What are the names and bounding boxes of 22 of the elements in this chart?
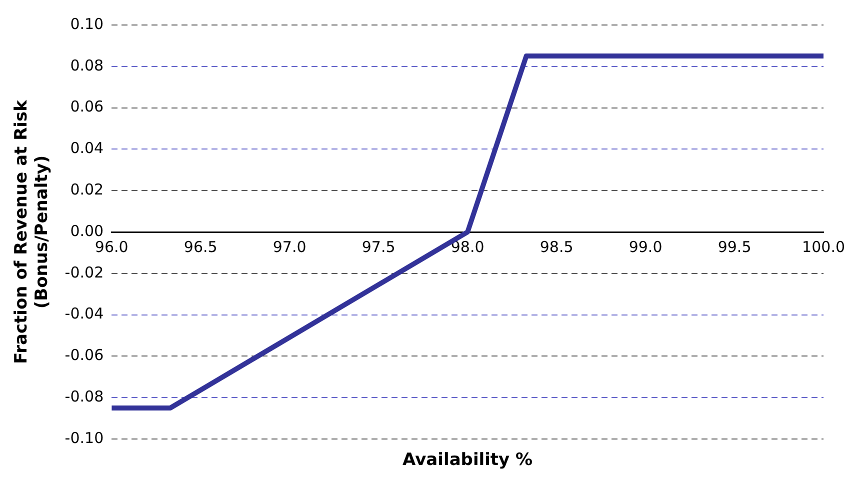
y-tick-label: -0.06 [64, 346, 104, 364]
y-tick-label: -0.08 [64, 387, 104, 406]
x-tick-label: 97.5 [362, 238, 396, 256]
y-tick-label: 0.06 [70, 98, 104, 116]
x-tick-label: 100.0 [802, 238, 846, 256]
y-tick-label: 0.08 [70, 56, 104, 74]
y-tick-label: 0.00 [70, 222, 104, 240]
x-tick-label: 99.5 [718, 238, 752, 256]
y-tick-label: -0.04 [64, 304, 104, 323]
y-axis-title: Fraction of Revenue at Risk (Bonus/Penalty) [12, 99, 52, 364]
x-tick-label: 99.0 [628, 238, 662, 256]
y-tick-label: 0.02 [70, 180, 104, 198]
x-tick-label: 98.0 [450, 238, 484, 256]
y-tick-label: -0.10 [64, 428, 104, 447]
x-tick-label: 98.5 [540, 238, 574, 256]
x-tick-label: 96.0 [94, 238, 128, 256]
x-tick-label: 97.0 [272, 238, 306, 256]
y-tick-label: 0.04 [70, 139, 104, 158]
y-tick-label: 0.10 [70, 14, 104, 33]
x-axis-title: Availability % [402, 450, 533, 470]
y-tick-label: -0.02 [64, 263, 104, 282]
x-tick-label: 96.5 [184, 238, 218, 256]
